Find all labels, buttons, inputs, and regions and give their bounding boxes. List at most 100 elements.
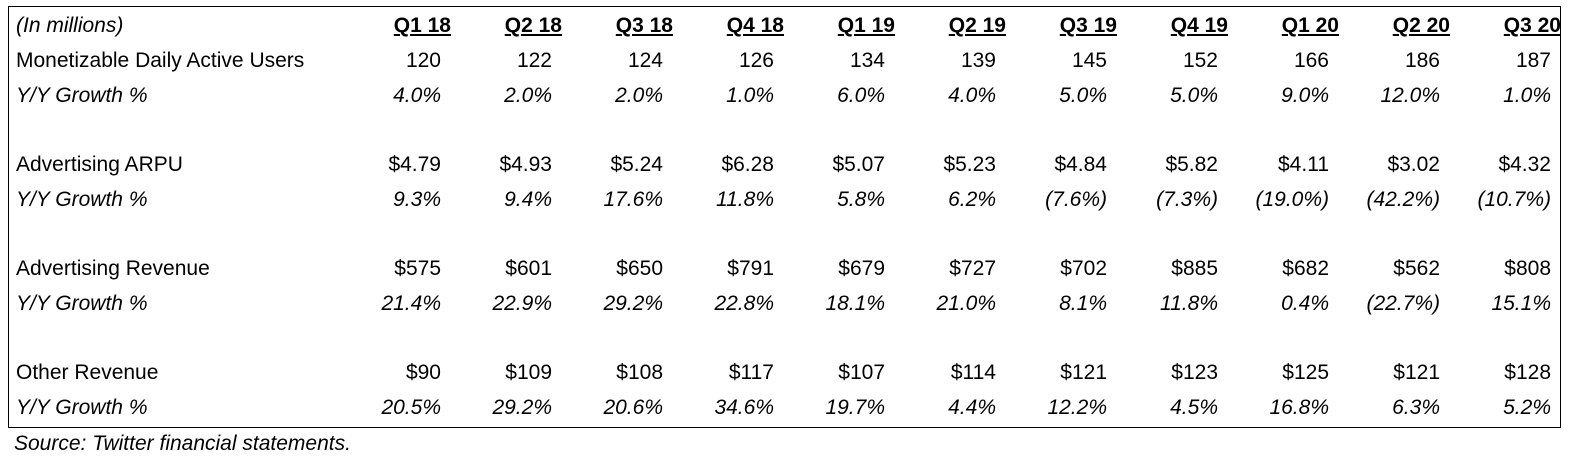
quarter-header: Q3 18 [615, 14, 673, 37]
growth-label: Y/Y Growth % [16, 292, 148, 315]
table-body: Monetizable Daily Active Users 120 122 124 1… [8, 43, 1563, 425]
growth-row: Y/Y Growth % 21.4% 22.9% 29.2% 22.8% 18.1% 21.… [8, 286, 1563, 321]
spacer-row [8, 217, 1563, 251]
growth-value-cell: 6.0% [837, 84, 885, 107]
metric-value-cell: $4.93 [499, 153, 552, 176]
growth-row: Y/Y Growth % 9.3% 9.4% 17.6% 11.8% 5.8% 6.2% (7… [8, 182, 1563, 217]
growth-row: Y/Y Growth % 4.0% 2.0% 2.0% 1.0% 6.0% 4.0% 5.0%… [8, 78, 1563, 113]
table-border [8, 6, 1561, 428]
growth-value-cell: 11.8% [716, 188, 774, 211]
growth-value-cell: (42.2%) [1366, 188, 1440, 211]
growth-value-cell: 12.0% [1380, 84, 1440, 107]
metric-row: Advertising Revenue $575 $601 $650 $791 $679 $… [8, 251, 1563, 286]
growth-value-cell: 11.8% [1160, 292, 1218, 315]
growth-value-cell: 5.8% [837, 188, 885, 211]
metric-value-cell: $791 [727, 257, 774, 280]
growth-value-cell: (7.3%) [1156, 188, 1218, 211]
metric-value-cell: $4.79 [388, 153, 441, 176]
metric-value-cell: $4.11 [1278, 153, 1329, 176]
growth-value-cell: 2.0% [615, 84, 663, 107]
growth-value-cell: 18.1% [825, 292, 885, 315]
growth-value-cell: 6.3% [1392, 396, 1440, 419]
header-row: (In millions) Q1 18 Q2 18 Q3 18 Q4 18 Q1… [8, 8, 1563, 43]
financial-metrics-table: (In millions) Q1 18 Q2 18 Q3 18 Q4 18 Q1… [8, 8, 1563, 425]
metric-value-cell: $5.23 [943, 153, 996, 176]
growth-value-cell: 1.0% [726, 84, 774, 107]
growth-value-cell: (22.7%) [1366, 292, 1440, 315]
growth-value-cell: 0.4% [1281, 292, 1329, 315]
growth-value-cell: 5.0% [1170, 84, 1218, 107]
metric-value-cell: $117 [728, 361, 774, 384]
growth-value-cell: 29.2% [492, 396, 552, 419]
growth-label: Y/Y Growth % [16, 396, 148, 419]
growth-value-cell: 16.8% [1269, 396, 1329, 419]
metric-value-cell: 122 [516, 49, 552, 72]
growth-label: Y/Y Growth % [16, 188, 148, 211]
growth-value-cell: (10.7%) [1477, 188, 1551, 211]
metric-value-cell: 124 [627, 49, 663, 72]
growth-value-cell: 1.0% [1503, 84, 1551, 107]
quarter-header: Q2 20 [1392, 14, 1450, 37]
growth-value-cell: 9.3% [393, 188, 441, 211]
metric-label: Other Revenue [16, 361, 159, 384]
metric-value-cell: $108 [616, 361, 663, 384]
metric-value-cell: $727 [949, 257, 996, 280]
metric-value-cell: $4.32 [1498, 153, 1551, 176]
growth-value-cell: 8.1% [1059, 292, 1107, 315]
growth-value-cell: 22.9% [492, 292, 552, 315]
growth-value-cell: 12.2% [1047, 396, 1107, 419]
metric-value-cell: $679 [838, 257, 885, 280]
quarter-header: Q3 19 [1059, 14, 1117, 37]
growth-value-cell: 6.2% [948, 188, 996, 211]
metric-value-cell: $601 [505, 257, 552, 280]
metric-value-cell: $562 [1393, 257, 1440, 280]
metric-value-cell: $128 [1504, 361, 1551, 384]
units-label: (In millions) [16, 14, 124, 37]
quarter-header: Q1 20 [1281, 14, 1339, 37]
metric-value-cell: $5.07 [832, 153, 885, 176]
metric-value-cell: 152 [1182, 49, 1218, 72]
growth-value-cell: 9.0% [1281, 84, 1329, 107]
growth-value-cell: 19.7% [825, 396, 885, 419]
metric-value-cell: $650 [616, 257, 663, 280]
quarter-header: Q2 18 [504, 14, 562, 37]
metric-value-cell: 139 [960, 49, 996, 72]
metric-value-cell: $682 [1282, 257, 1329, 280]
metric-value-cell: 187 [1515, 49, 1551, 72]
growth-value-cell: (19.0%) [1255, 188, 1329, 211]
growth-value-cell: 4.5% [1170, 396, 1218, 419]
growth-value-cell: 9.4% [504, 188, 552, 211]
growth-value-cell: 21.0% [936, 292, 996, 315]
growth-value-cell: 5.2% [1503, 396, 1551, 419]
growth-value-cell: 17.6% [603, 188, 663, 211]
metric-label: Advertising ARPU [16, 153, 183, 176]
quarter-header: Q3 20 [1503, 14, 1561, 37]
quarter-header: Q4 19 [1170, 14, 1228, 37]
metric-value-cell: $125 [1282, 361, 1329, 384]
metric-value-cell: $121 [1060, 361, 1107, 384]
growth-value-cell: 20.6% [603, 396, 663, 419]
spacer-row [8, 113, 1563, 147]
growth-value-cell: 21.4% [381, 292, 441, 315]
spacer-cell [8, 217, 1563, 251]
metric-value-cell: $808 [1504, 257, 1551, 280]
metric-value-cell: $5.82 [1165, 153, 1218, 176]
growth-value-cell: 20.5% [381, 396, 441, 419]
metric-value-cell: $90 [405, 361, 441, 384]
growth-value-cell: 4.4% [948, 396, 996, 419]
metric-value-cell: 126 [738, 49, 774, 72]
metric-value-cell: $121 [1393, 361, 1440, 384]
metric-value-cell: $4.84 [1054, 153, 1107, 176]
growth-value-cell: 34.6% [714, 396, 774, 419]
metric-value-cell: $114 [950, 361, 996, 384]
metric-value-cell: 145 [1071, 49, 1107, 72]
metric-value-cell: $885 [1171, 257, 1218, 280]
metric-value-cell: $702 [1060, 257, 1107, 280]
metric-value-cell: $6.28 [721, 153, 774, 176]
spacer-cell [8, 113, 1563, 147]
growth-value-cell: (7.6%) [1045, 188, 1107, 211]
metric-label: Advertising Revenue [16, 257, 210, 280]
source-note: Source: Twitter financial statements. [14, 432, 351, 455]
quarter-header: Q2 19 [948, 14, 1006, 37]
growth-value-cell: 4.0% [948, 84, 996, 107]
